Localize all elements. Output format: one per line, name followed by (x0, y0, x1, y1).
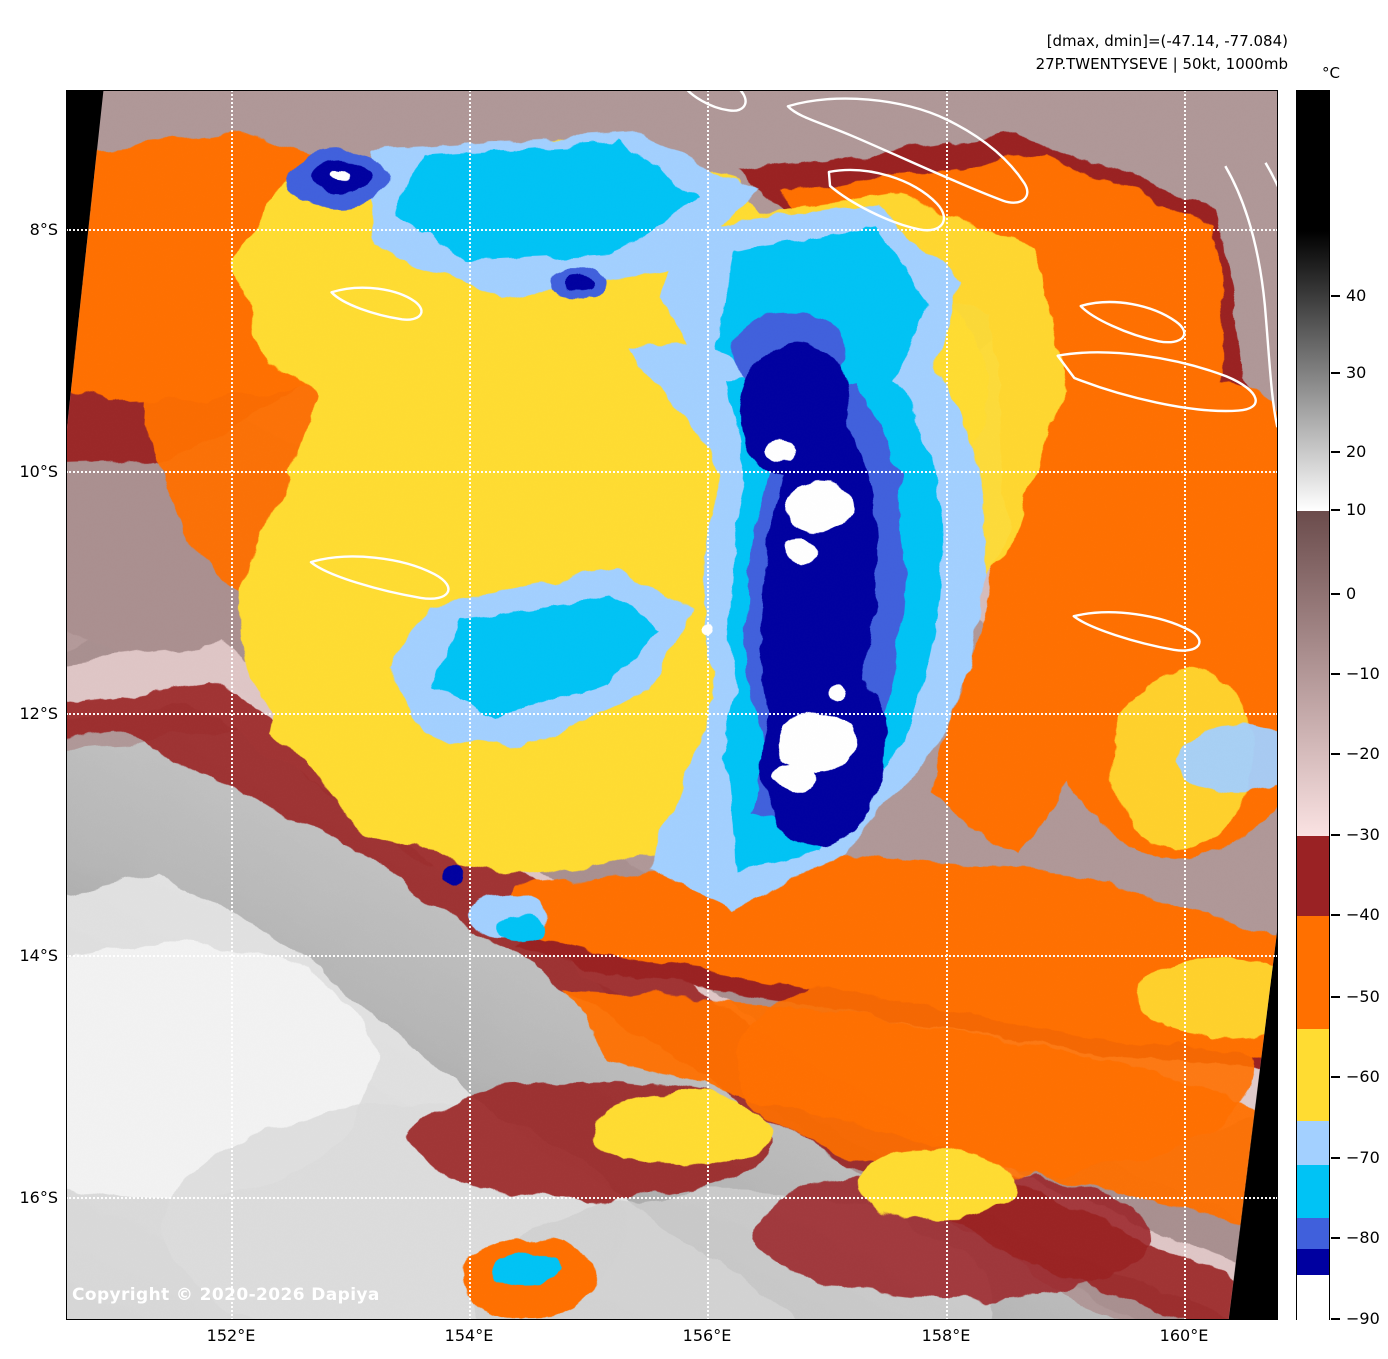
colorbar-segment-black-top (1297, 91, 1329, 231)
gridline-lon (1184, 90, 1186, 1320)
colorbar-tick-label: −30 (1346, 825, 1380, 844)
colorbar-segment-navy (1297, 1249, 1329, 1275)
colorbar-tick (1331, 295, 1340, 297)
colorbar-tick (1331, 834, 1340, 836)
colorbar-segment-dark-red (1297, 836, 1329, 916)
lon-tick-label: 156°E (682, 1326, 732, 1345)
gridline-lon (946, 90, 948, 1320)
swath-clip (66, 90, 1278, 1320)
infrared-brightness-temperature-field (66, 90, 1278, 1320)
colorbar-segment-brown-pink-ramp (1297, 511, 1329, 836)
colorbar-tick (1331, 1157, 1340, 1159)
lat-tick-label: 14°S (19, 946, 58, 965)
colorbar-tick-label: 30 (1346, 363, 1367, 382)
colorbar-segment-gray-ramp (1297, 231, 1329, 511)
colorbar-tick (1331, 914, 1340, 916)
gridline-lat (66, 713, 1278, 715)
gridline-lat (66, 229, 1278, 231)
colorbar-tick-label: −10 (1346, 664, 1380, 683)
colorbar-tick-label: 0 (1346, 584, 1357, 603)
colorbar[interactable]: 40 30 20 10 0 −10 −20 −30 −40 −50 −60 −70 −80 −90 (1296, 90, 1380, 1328)
lon-tick-label: 152°E (206, 1326, 256, 1345)
infrared-swath (66, 90, 1278, 1320)
gridline-lat (66, 1197, 1278, 1199)
colorbar-tick-label: −60 (1346, 1067, 1380, 1086)
storm-info-label: 27P.TWENTYSEVE | 50kt, 1000mb (1035, 55, 1288, 73)
gridline-lon (469, 90, 471, 1320)
gridline-lon (231, 90, 233, 1320)
colorbar-tick (1331, 1076, 1340, 1078)
colorbar-tick-label: −70 (1346, 1148, 1380, 1167)
colorbar-segment-light-blue (1297, 1121, 1329, 1165)
gridline-lat (66, 955, 1278, 957)
colorbar-gradient (1296, 90, 1330, 1321)
lat-tick-label: 10°S (19, 462, 58, 481)
lon-tick-label: 154°E (444, 1326, 494, 1345)
colorbar-segment-cyan (1297, 1165, 1329, 1218)
colorbar-tick (1331, 509, 1340, 511)
colorbar-tick-label: −20 (1346, 744, 1380, 763)
coastline-overlay (309, 90, 1278, 652)
lat-tick-label: 16°S (19, 1188, 58, 1207)
colorbar-unit-label: °C (1322, 64, 1340, 82)
header-right: [dmax, dmin]=(-47.14, -77.084) 27P.TWENT… (1036, 30, 1288, 76)
colorbar-tick-label: 10 (1346, 500, 1367, 519)
colorbar-tick (1331, 372, 1340, 374)
colorbar-tick-label: −40 (1346, 905, 1380, 924)
copyright-label: Copyright © 2020-2026 Dapiya (72, 1285, 380, 1305)
colorbar-tick (1331, 1237, 1340, 1239)
colorbar-segment-white-coldest (1297, 1275, 1329, 1321)
colorbar-tick-label: −80 (1346, 1228, 1380, 1247)
gridline-lat (66, 471, 1278, 473)
data-range-label: [dmax, dmin]=(-47.14, -77.084) (1046, 32, 1288, 50)
colorbar-tick-label: 40 (1346, 286, 1367, 305)
lat-tick-label: 12°S (19, 704, 58, 723)
colorbar-tick (1331, 1318, 1340, 1320)
lat-tick-label: 8°S (29, 220, 58, 239)
colorbar-tick (1331, 593, 1340, 595)
colorbar-segment-orange (1297, 916, 1329, 1029)
colorbar-segment-royal-blue (1297, 1218, 1329, 1249)
colorbar-tick-label: −90 (1346, 1309, 1380, 1328)
satellite-map[interactable] (66, 90, 1278, 1320)
colorbar-tick (1331, 673, 1340, 675)
colorbar-tick-label: −50 (1346, 987, 1380, 1006)
colorbar-tick (1331, 451, 1340, 453)
colorbar-tick-label: 20 (1346, 442, 1367, 461)
gridline-lon (707, 90, 709, 1320)
colorbar-tick (1331, 996, 1340, 998)
colorbar-segment-yellow (1297, 1029, 1329, 1121)
colorbar-tick (1331, 753, 1340, 755)
lon-tick-label: 160°E (1159, 1326, 1209, 1345)
lon-tick-label: 158°E (921, 1326, 971, 1345)
